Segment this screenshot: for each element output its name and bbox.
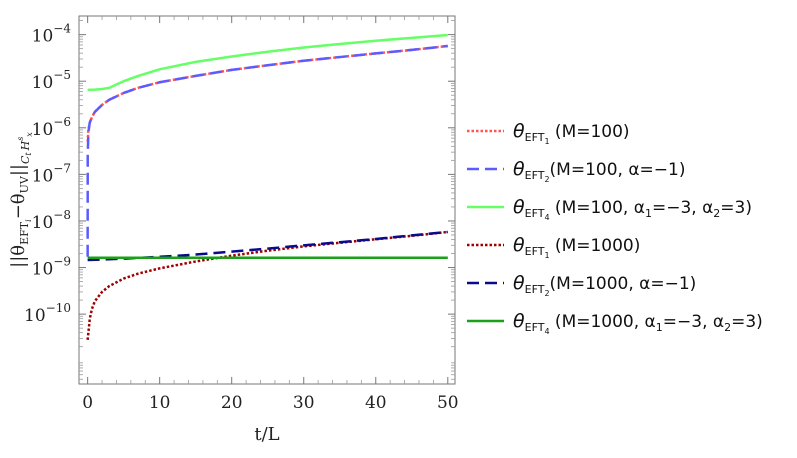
y-tick-exponent: −5 <box>53 68 71 82</box>
legend-theta: θ <box>513 272 525 294</box>
legend-alpha2-sub: 2 <box>724 321 731 334</box>
y-axis-title: ||θEFTi−θUV||CtHsx <box>8 132 34 268</box>
x-tick-labels: 0 10 20 30 40 50 <box>82 393 458 413</box>
x-tick-label: 20 <box>221 393 243 413</box>
y-tick-label: 10−6 <box>32 115 71 140</box>
y-tick-base: 10 <box>32 120 54 140</box>
legend-alpha1-sub: 1 <box>656 321 663 334</box>
legend-theta: θ <box>513 196 525 218</box>
y-title-sub1-i: i <box>24 219 33 222</box>
legend-sub: EFT <box>525 131 545 144</box>
legend-label-1: θEFT1 (M=100) <box>513 120 630 146</box>
legend-subsub: 2 <box>544 289 549 298</box>
y-tick-exponent: −4 <box>53 22 71 36</box>
legend-mid: =−3, α <box>652 198 713 218</box>
legend-theta: θ <box>513 120 525 142</box>
y-tick-labels: 10−410−510−610−710−810−910−10 <box>24 22 71 326</box>
series-line-1 <box>86 44 448 142</box>
y-tick-exponent: −9 <box>53 255 71 269</box>
legend-sub: EFT <box>525 283 545 296</box>
legend-text: (M=100, α=−1) <box>550 160 686 180</box>
legend-sub: EFT <box>525 245 545 258</box>
x-tick-label: 0 <box>82 393 93 413</box>
x-tick-label: 50 <box>437 393 459 413</box>
y-tick-base: 10 <box>32 73 54 93</box>
y-tick-exponent: −10 <box>46 301 71 315</box>
legend-sub: EFT <box>525 321 545 334</box>
y-title-space-t: t <box>24 152 33 156</box>
legend-theta: θ <box>513 234 525 256</box>
legend: θEFT1 (M=100)θEFT2(M=100, α=−1)θEFT4 (M=… <box>467 120 763 336</box>
legend-label-4: θEFT1 (M=1000) <box>513 234 640 260</box>
y-title-sub2: UV <box>18 175 31 193</box>
legend-subsub: 4 <box>544 327 549 336</box>
y-title-minus: −θ <box>8 193 29 219</box>
y-tick-label: 10−5 <box>32 68 71 93</box>
y-tick-label: 10−8 <box>32 208 71 233</box>
y-tick-label: 10−7 <box>32 161 71 186</box>
y-title-norm-open: ||θ <box>8 245 29 268</box>
y-title-space-C: C <box>19 155 32 164</box>
y-tick-exponent: −8 <box>53 208 71 222</box>
legend-theta: θ <box>513 158 525 180</box>
y-tick-base: 10 <box>32 166 54 186</box>
legend-text: (M=1000, α <box>550 312 656 332</box>
legend-label-2: θEFT2(M=100, α=−1) <box>513 158 685 184</box>
y-tick-label: 10−4 <box>32 22 72 47</box>
legend-end: =3) <box>731 312 763 332</box>
y-tick-base: 10 <box>24 306 46 326</box>
legend-subsub: 2 <box>544 175 549 184</box>
legend-text: (M=1000) <box>550 236 641 256</box>
legend-text: (M=100) <box>550 122 630 142</box>
y-title-space-x: x <box>25 132 34 137</box>
legend-theta: θ <box>513 310 525 332</box>
y-tick-exponent: −6 <box>53 115 71 129</box>
y-tick-exponent: −7 <box>53 161 71 175</box>
x-tick-label: 30 <box>293 393 315 413</box>
legend-subsub: 1 <box>544 137 549 146</box>
series-line-5 <box>87 230 448 262</box>
legend-text: (M=100, α <box>550 198 645 218</box>
y-tick-base: 10 <box>32 213 54 233</box>
legend-mid: =−3, α <box>663 312 724 332</box>
y-tick-base: 10 <box>32 27 54 47</box>
y-tick-base: 10 <box>32 260 54 280</box>
x-tick-label: 10 <box>149 393 171 413</box>
legend-subsub: 4 <box>544 213 549 222</box>
x-axis-title: t/L <box>254 424 279 445</box>
y-title-space-H: H <box>19 140 32 151</box>
legend-subsub: 1 <box>544 251 549 260</box>
series-line-3 <box>87 33 448 92</box>
legend-end: =3) <box>720 198 752 218</box>
legend-label-3: θEFT4 (M=100, α1=−3, α2=3) <box>513 196 752 222</box>
axis-ticks <box>79 16 455 384</box>
legend-text: (M=1000, α=−1) <box>550 274 697 294</box>
series-line-2 <box>86 44 448 257</box>
y-tick-label: 10−10 <box>24 301 71 326</box>
series-group <box>86 33 448 341</box>
series-line-4 <box>86 230 448 341</box>
legend-alpha1-sub: 1 <box>645 207 652 220</box>
plot-frame <box>78 15 456 385</box>
legend-label-6: θEFT4 (M=1000, α1=−3, α2=3) <box>513 310 763 336</box>
x-tick-label: 40 <box>365 393 387 413</box>
legend-sub: EFT <box>525 207 545 220</box>
y-tick-label: 10−9 <box>32 255 71 280</box>
legend-label-5: θEFT2(M=1000, α=−1) <box>513 272 696 298</box>
legend-alpha2-sub: 2 <box>713 207 720 220</box>
y-title-space-s: s <box>16 137 25 141</box>
y-title-sub1: EFT <box>18 221 31 245</box>
legend-sub: EFT <box>525 169 545 182</box>
y-title-norm-close: || <box>8 164 29 176</box>
